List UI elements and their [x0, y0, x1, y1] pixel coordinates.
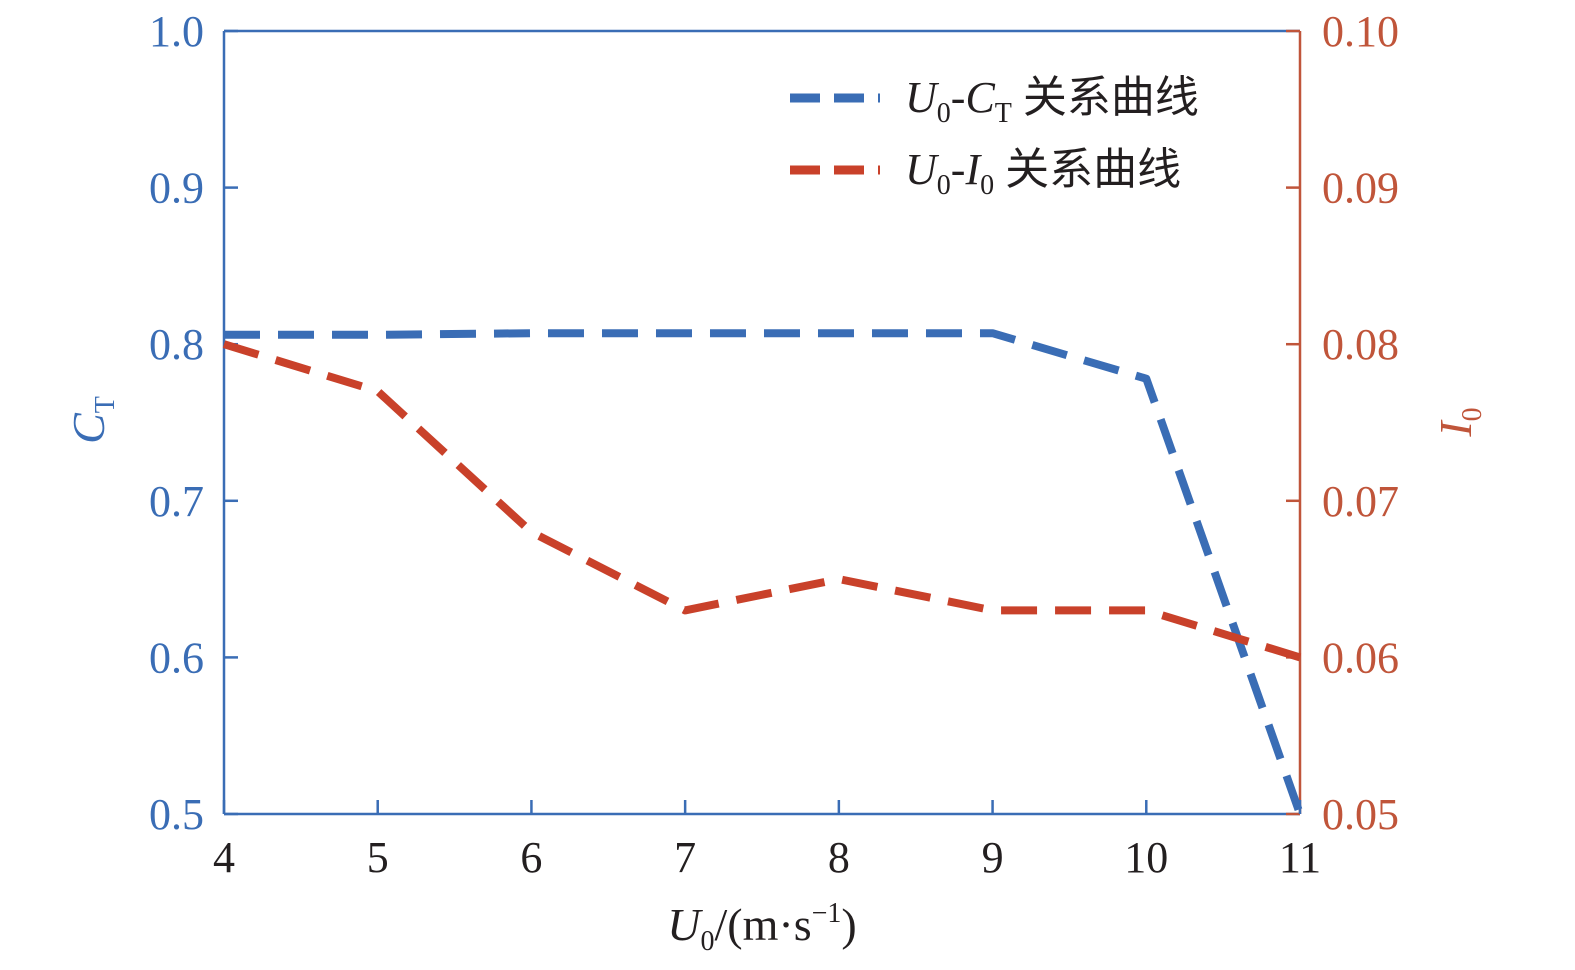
ct-data-point — [224, 334, 225, 335]
y-left-tick-label: 0.5 — [149, 790, 204, 839]
y-left-tick-label: 0.6 — [149, 633, 204, 682]
y-left-tick-label: 0.7 — [149, 477, 204, 526]
y-right-tick-label: 0.09 — [1322, 164, 1399, 213]
i0-data-point — [838, 579, 839, 580]
x-tick-label: 6 — [520, 833, 542, 882]
ct-data-point — [685, 333, 686, 334]
y-right-tick-label: 0.10 — [1322, 7, 1399, 56]
series-group — [222, 329, 1304, 816]
y-left-axis-label: CT — [63, 396, 121, 444]
i0-data-point — [1146, 610, 1147, 611]
x-axis-label: U0/(m·s−1) — [667, 898, 856, 957]
x-tick-label: 4 — [213, 833, 235, 882]
i0-data-point — [377, 391, 378, 392]
ct-data-point — [838, 333, 839, 334]
i0-data-point — [224, 344, 225, 345]
legend: U0-CT 关系曲线 U0-I0 关系曲线 — [790, 73, 1199, 201]
x-tick-label: 9 — [982, 833, 1004, 882]
legend-entry-ct: U0-CT 关系曲线 — [905, 73, 1199, 129]
ct-data-point — [992, 333, 993, 334]
x-tick-label: 5 — [367, 833, 389, 882]
i0-data-point — [685, 610, 686, 611]
ct-data-point — [377, 334, 378, 335]
y-left-tick-label: 0.9 — [149, 164, 204, 213]
i0-data-point — [531, 532, 532, 533]
y-right-tick-label: 0.05 — [1322, 790, 1399, 839]
series-line-ct — [224, 329, 1304, 816]
axes: 0.5 0.6 0.7 0.8 0.9 1.0 0.05 0.06 0.07 0.08 0.09 0.… — [149, 7, 1399, 882]
y-right-tick-label: 0.07 — [1322, 477, 1399, 526]
y-right-tick-label: 0.08 — [1322, 320, 1399, 369]
ct-data-point — [531, 333, 532, 334]
y-right-tick-label: 0.06 — [1322, 633, 1399, 682]
y-left-tick-label: 1.0 — [149, 7, 204, 56]
y-right-axis-label: I0 — [1430, 407, 1488, 437]
x-tick-label: 11 — [1279, 833, 1321, 882]
i0-data-point — [1300, 657, 1301, 658]
ct-data-point — [1146, 378, 1147, 379]
x-tick-label: 10 — [1124, 833, 1168, 882]
legend-entry-i0: U0-I0 关系曲线 — [905, 145, 1181, 201]
i0-data-point — [992, 610, 993, 611]
x-tick-label: 7 — [674, 833, 696, 882]
x-tick-label: 8 — [828, 833, 850, 882]
series-line-i0 — [222, 340, 1302, 662]
ct-data-point — [1300, 814, 1301, 815]
y-left-tick-label: 0.8 — [149, 320, 204, 369]
